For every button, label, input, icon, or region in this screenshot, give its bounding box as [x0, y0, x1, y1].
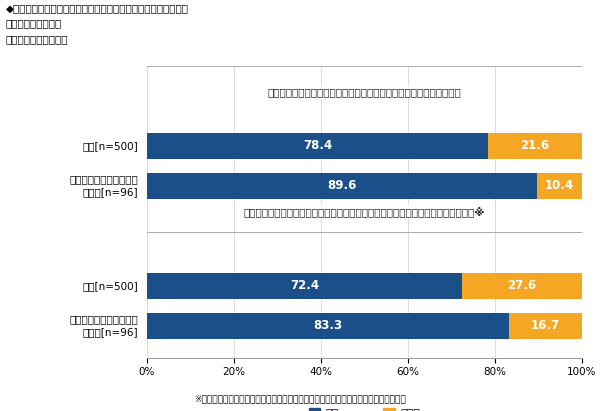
Text: 対象：高校生・大学生: 対象：高校生・大学生	[6, 34, 68, 44]
Bar	[147, 313, 509, 339]
Bar	[147, 133, 488, 159]
Text: ◆貸与型奨学金の返済、給付型奨学金の利用機会の拡大について: ◆貸与型奨学金の返済、給付型奨学金の利用機会の拡大について	[6, 3, 189, 13]
Text: 貸与型奨学金を利用したら、卒業後に返済していけるかどうか不安か: 貸与型奨学金を利用したら、卒業後に返済していけるかどうか不安か	[268, 87, 461, 97]
Text: 83.3: 83.3	[314, 319, 343, 332]
Text: 奨学金を利用する予定の
高校生[n=96]: 奨学金を利用する予定の 高校生[n=96]	[70, 314, 139, 337]
Bar	[488, 133, 582, 159]
Text: ※給付型の奨学金について、「大学卒業後、返済の必要がない奨学金」と説明して聴取: ※給付型の奨学金について、「大学卒業後、返済の必要がない奨学金」と説明して聴取	[194, 395, 406, 404]
Text: 10.4: 10.4	[545, 179, 574, 192]
Bar	[147, 173, 537, 199]
Text: 全体[n=500]: 全体[n=500]	[83, 141, 139, 151]
Text: 21.6: 21.6	[520, 139, 550, 152]
Bar	[537, 173, 582, 199]
Text: 72.4: 72.4	[290, 279, 319, 292]
Text: 貸与型ではなく、給付型の奨学金を利用できるチャンスが拡大することを望むか　※: 貸与型ではなく、給付型の奨学金を利用できるチャンスが拡大することを望むか ※	[244, 206, 485, 217]
Bar	[462, 272, 582, 299]
Text: 奨学金を利用する予定の
高校生[n=96]: 奨学金を利用する予定の 高校生[n=96]	[70, 175, 139, 197]
Text: 27.6: 27.6	[508, 279, 536, 292]
Legend: はい, いいえ: はい, いいえ	[305, 404, 424, 411]
Bar	[509, 313, 582, 339]
Bar	[147, 272, 462, 299]
Text: 78.4: 78.4	[303, 139, 332, 152]
Text: 89.6: 89.6	[327, 179, 356, 192]
Text: 全体[n=500]: 全体[n=500]	[83, 281, 139, 291]
Text: ［各単一回答形式］: ［各単一回答形式］	[6, 18, 62, 28]
Text: 16.7: 16.7	[531, 319, 560, 332]
